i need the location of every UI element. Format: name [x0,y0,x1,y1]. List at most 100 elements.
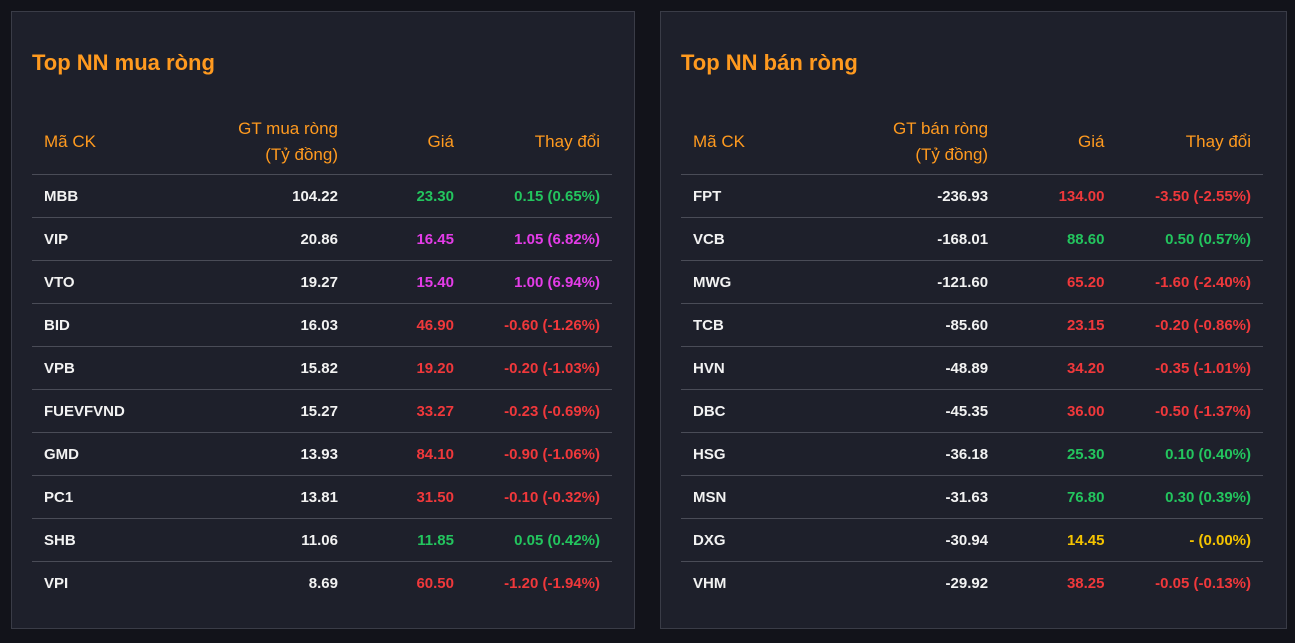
table-row[interactable]: VTO 19.27 15.40 1.00 (6.94%) [32,260,612,304]
column-header-change[interactable]: Thay đổi [466,110,612,175]
column-header-price[interactable]: Giá [350,110,466,175]
stock-code[interactable]: GMD [32,432,182,476]
table-row[interactable]: VCB -168.01 88.60 0.50 (0.57%) [681,217,1263,261]
price-change: 0.10 (0.40%) [1116,432,1263,476]
price: 84.10 [350,432,466,476]
column-header-price[interactable]: Giá [1000,110,1117,175]
price-change: 0.15 (0.65%) [466,174,612,218]
net-value: 19.27 [182,260,350,304]
stock-code[interactable]: VHM [693,574,727,592]
table-row[interactable]: MSN -31.63 76.80 0.30 (0.39%) [681,475,1263,519]
stock-code[interactable]: TCB [681,303,832,347]
table-row[interactable]: BID 16.03 46.90 -0.60 (-1.26%) [32,303,612,347]
price: 19.20 [350,346,466,390]
price-change: -3.50 (-2.55%) [1116,174,1263,218]
stock-code[interactable]: FUEVFVND [32,389,182,433]
column-header-code[interactable]: Mã CK [32,110,182,175]
table-row[interactable]: SHB 11.06 11.85 0.05 (0.42%) [32,518,612,562]
table-row[interactable]: VHM -29.92 38.25 -0.05 (-0.13%) [681,562,1263,605]
net-value: -31.63 [831,475,1001,519]
price-change: -1.20 (-1.94%) [504,574,600,592]
stock-code[interactable]: HVN [681,346,832,390]
stock-code[interactable]: BID [32,303,182,347]
top-foreign-net-sell-panel: Top NN bán ròng Mã CK GT bán ròng (Tỷ đồ… [660,11,1287,629]
column-header-value-line1: GT mua ròng [238,119,338,138]
price: 88.60 [1000,217,1117,261]
net-value: 16.03 [182,303,350,347]
price: 15.40 [350,260,466,304]
stock-code[interactable]: HSG [681,432,832,476]
table-body: MBB 104.22 23.30 0.15 (0.65%) VIP 20.86 16.45 1… [32,174,612,605]
price-change: - (0.00%) [1116,518,1263,562]
price-change: 1.00 (6.94%) [466,260,612,304]
net-value: -168.01 [831,217,1001,261]
net-value: 15.82 [182,346,350,390]
price: 34.20 [1000,346,1117,390]
panel-title: Top NN bán ròng [681,50,858,75]
net-value: -48.89 [831,346,1001,390]
stock-code[interactable]: VPB [32,346,182,390]
price: 65.20 [1000,260,1117,304]
table-row[interactable]: VIP 20.86 16.45 1.05 (6.82%) [32,217,612,261]
stock-code[interactable]: MWG [681,260,832,304]
stock-code[interactable]: VTO [32,260,182,304]
price-change: -0.20 (-1.03%) [466,346,612,390]
net-value: 11.06 [182,518,350,562]
table-row[interactable]: GMD 13.93 84.10 -0.90 (-1.06%) [32,432,612,476]
price: 36.00 [1000,389,1117,433]
net-value: 13.81 [182,475,350,519]
table-row[interactable]: DBC -45.35 36.00 -0.50 (-1.37%) [681,389,1263,433]
net-value: -85.60 [831,303,1001,347]
price: 14.45 [1000,518,1117,562]
table-row[interactable]: DXG -30.94 14.45- (0.00%) [681,518,1263,562]
price: 46.90 [350,303,466,347]
price: 76.80 [1000,475,1117,519]
stock-code[interactable]: VIP [32,217,182,261]
price: 25.30 [1000,432,1117,476]
price: 33.27 [350,389,466,433]
net-value: -121.60 [831,260,1001,304]
net-value: 13.93 [182,432,350,476]
price: 23.15 [1000,303,1117,347]
table-row[interactable]: HVN -48.89 34.20 -0.35 (-1.01%) [681,346,1263,390]
table-row[interactable]: PC1 13.81 31.50 -0.10 (-0.32%) [32,475,612,519]
table-row[interactable]: TCB -85.60 23.15 -0.20 (-0.86%) [681,303,1263,347]
column-header-code[interactable]: Mã CK [681,110,832,175]
net-value: -236.93 [831,174,1001,218]
stock-code[interactable]: MBB [32,174,182,218]
price-change: -1.60 (-2.40%) [1116,260,1263,304]
table-row[interactable]: MWG -121.60 65.20 -1.60 (-2.40%) [681,260,1263,304]
table-row[interactable]: HSG -36.18 25.30 0.10 (0.40%) [681,432,1263,476]
table-header-row: Mã CK GT bán ròng (Tỷ đồng) Giá Thay đổi [681,110,1263,175]
table-row[interactable]: FUEVFVND 15.27 33.27 -0.23 (-0.69%) [32,389,612,433]
price-change: -0.50 (-1.37%) [1116,389,1263,433]
table-row[interactable]: VPB 15.82 19.20 -0.20 (-1.03%) [32,346,612,390]
price: 31.50 [350,475,466,519]
stock-code[interactable]: MSN [681,475,832,519]
stock-code[interactable]: VCB [681,217,832,261]
stock-code[interactable]: DBC [681,389,832,433]
table-row[interactable]: FPT -236.93 134.00 -3.50 (-2.55%) [681,174,1263,218]
price: 11.85 [350,518,466,562]
price: 134.00 [1000,174,1117,218]
stock-code[interactable]: FPT [681,174,832,218]
column-header-value[interactable]: GT mua ròng (Tỷ đồng) [182,110,350,175]
column-header-value[interactable]: GT bán ròng (Tỷ đồng) [831,110,1001,175]
column-header-change[interactable]: Thay đổi [1116,110,1263,175]
price-change: 0.30 (0.39%) [1116,475,1263,519]
price-change: 0.50 (0.57%) [1116,217,1263,261]
stock-code[interactable]: SHB [32,518,182,562]
price: 23.30 [350,174,466,218]
price: 38.25 [1066,574,1105,592]
price-change: -0.05 (-0.13%) [1155,574,1251,592]
price-change: 1.05 (6.82%) [466,217,612,261]
stock-code[interactable]: PC1 [32,475,182,519]
net-value: -30.94 [831,518,1001,562]
table-row[interactable]: MBB 104.22 23.30 0.15 (0.65%) [32,174,612,218]
table-row[interactable]: VPI 8.69 60.50 -1.20 (-1.94%) [32,562,612,605]
price-change: -0.23 (-0.69%) [466,389,612,433]
stock-code[interactable]: DXG [681,518,832,562]
net-value: -36.18 [831,432,1001,476]
top-foreign-net-buy-panel: Top NN mua ròng Mã CK GT mua ròng (Tỷ đồ… [11,11,635,629]
stock-code[interactable]: VPI [44,574,69,592]
